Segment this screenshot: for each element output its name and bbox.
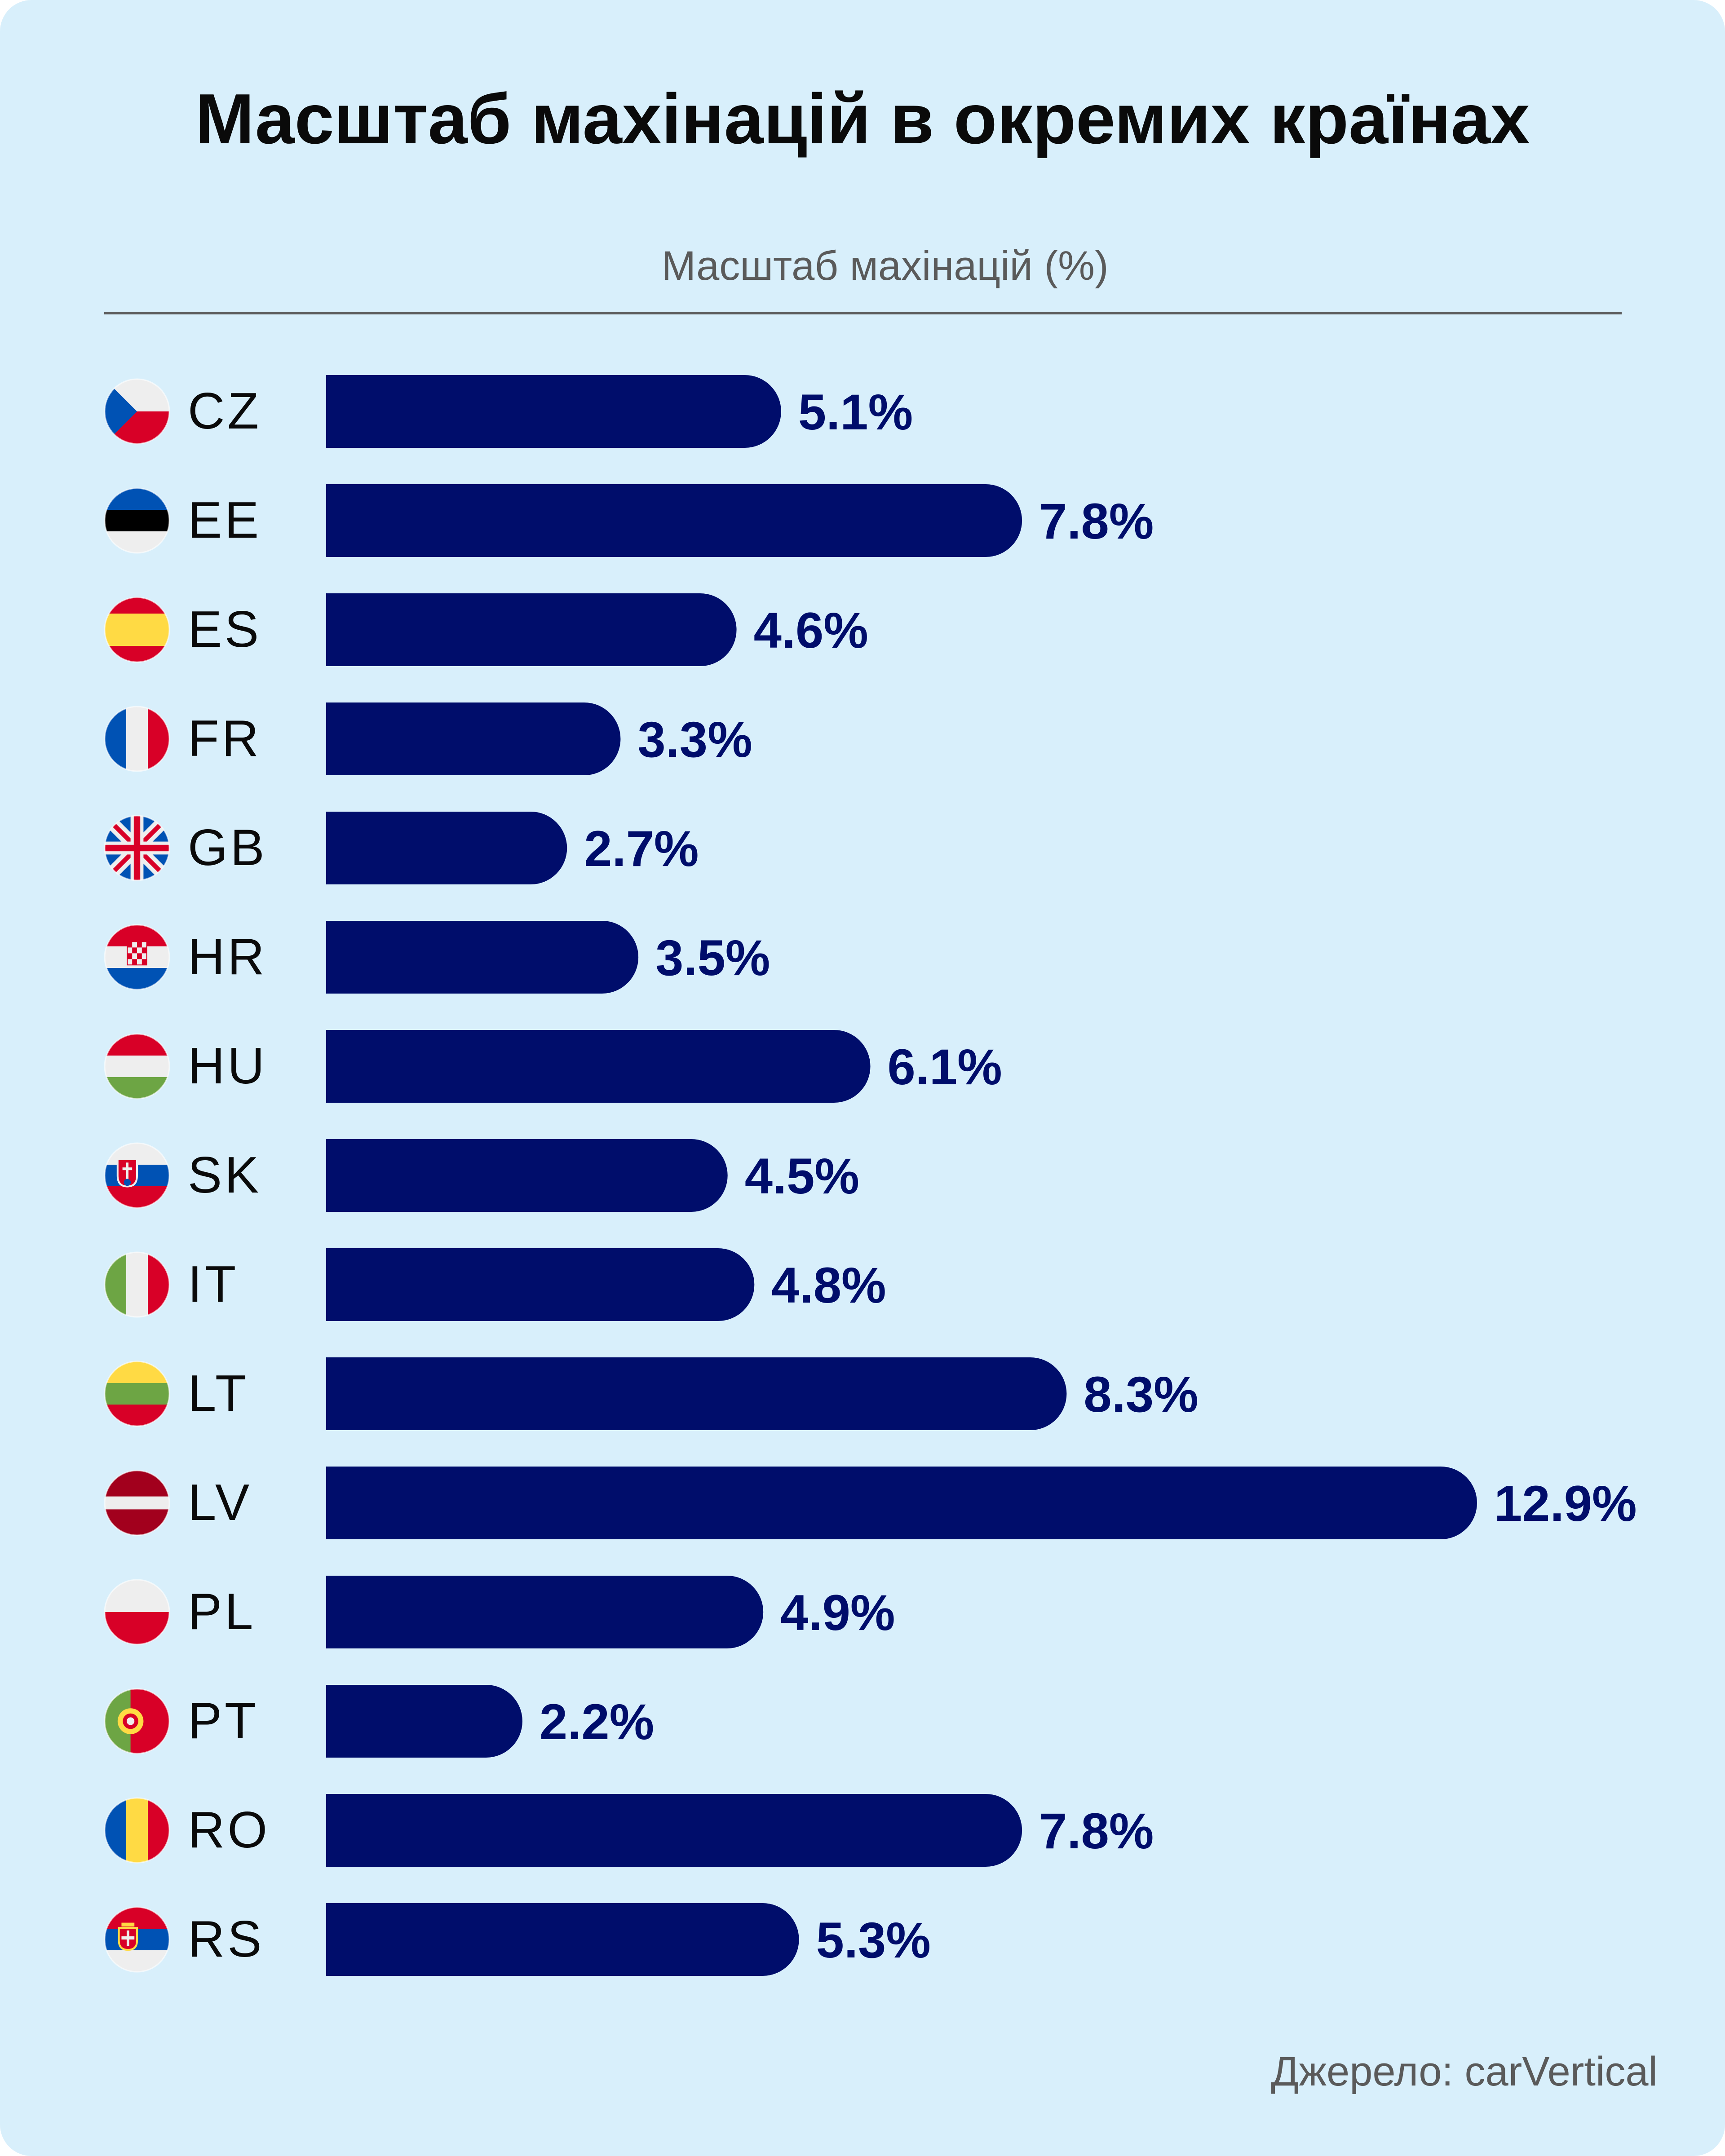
flag-outline (104, 1470, 170, 1536)
category-label-es: ES (188, 601, 261, 658)
bar-hr (326, 921, 639, 994)
value-label-pl: 4.9% (780, 1585, 895, 1641)
value-label-lt: 8.3% (1084, 1366, 1198, 1423)
bar-rs (326, 1903, 799, 1976)
category-label-sk: SK (188, 1147, 261, 1204)
category-label-fr: FR (188, 710, 261, 767)
flag-outline (104, 1797, 170, 1864)
value-label-cz: 5.1% (798, 384, 913, 440)
bar-lt (326, 1357, 1067, 1430)
value-label-hu: 6.1% (887, 1039, 1002, 1095)
bar-it (326, 1248, 755, 1321)
flag-outline (104, 706, 170, 772)
category-label-it: IT (188, 1256, 239, 1313)
flag-outline (104, 1033, 170, 1100)
value-label-gb: 2.7% (584, 821, 699, 877)
category-label-gb: GB (188, 819, 267, 876)
flag-outline (104, 596, 170, 663)
value-label-rs: 5.3% (816, 1912, 931, 1968)
flag-outline (104, 924, 170, 990)
gb-flag-icon (105, 816, 169, 880)
value-label-sk: 4.5% (745, 1148, 859, 1204)
bar-ee (326, 484, 1022, 557)
value-label-hr: 3.5% (655, 930, 770, 986)
bar-es (326, 593, 737, 666)
bar-hu (326, 1030, 871, 1103)
bar-gb (326, 812, 567, 884)
value-label-es: 4.6% (754, 602, 868, 658)
flag-outline (104, 1251, 170, 1318)
rs-flag-icon (105, 1907, 169, 1972)
axis-label: Масштаб махінацій (%) (661, 243, 1109, 289)
category-label-pt: PT (188, 1692, 259, 1750)
category-label-hr: HR (188, 928, 267, 985)
flag-outline (104, 1579, 170, 1645)
bar-lv (326, 1467, 1477, 1539)
bar-sk (326, 1139, 728, 1212)
value-label-ee: 7.8% (1039, 493, 1154, 549)
value-label-lv: 12.9% (1494, 1476, 1637, 1532)
flag-outline (104, 1142, 170, 1209)
bar-pl (326, 1576, 764, 1648)
bar-fr (326, 702, 621, 775)
category-label-rs: RS (188, 1911, 264, 1968)
bar-pt (326, 1685, 522, 1758)
flag-outline (104, 1906, 170, 1973)
source-note: Джерело: carVertical (1271, 2049, 1658, 2094)
flag-outline (104, 1361, 170, 1427)
flag-outline (104, 1688, 170, 1754)
pt-flag-icon (105, 1689, 169, 1754)
axis-rule (104, 312, 1622, 314)
category-label-cz: CZ (188, 383, 261, 440)
flag-outline (104, 487, 170, 554)
bar-ro (326, 1794, 1022, 1867)
value-label-fr: 3.3% (637, 711, 752, 768)
category-label-ee: EE (188, 492, 261, 549)
flag-outline (104, 815, 170, 881)
flag-outline (104, 378, 170, 445)
value-label-ro: 7.8% (1039, 1803, 1154, 1859)
bar-cz (326, 375, 781, 448)
category-label-hu: HU (188, 1038, 267, 1095)
category-label-ro: RO (188, 1802, 270, 1859)
value-label-pt: 2.2% (540, 1694, 654, 1750)
category-label-lt: LT (188, 1365, 249, 1422)
category-label-lv: LV (188, 1474, 252, 1531)
chart-title: Масштаб махінацій в окремих країнах (195, 80, 1530, 159)
value-label-it: 4.8% (771, 1257, 886, 1313)
category-label-pl: PL (188, 1583, 256, 1640)
